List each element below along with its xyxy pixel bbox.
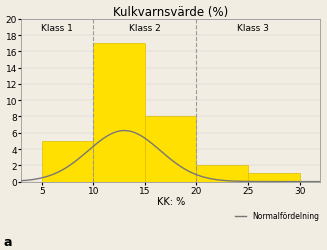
- Bar: [145, 117, 197, 182]
- Title: Kulkvarnsvärde (%): Kulkvarnsvärde (%): [113, 6, 228, 18]
- X-axis label: KK: %: KK: %: [157, 196, 185, 206]
- Bar: [197, 166, 248, 182]
- Legend: Normalfördelning: Normalfördelning: [232, 208, 322, 224]
- Text: Klass 1: Klass 1: [42, 24, 73, 33]
- Bar: [94, 44, 145, 182]
- Text: Klass 3: Klass 3: [237, 24, 269, 33]
- Text: a: a: [3, 235, 12, 248]
- Bar: [248, 174, 300, 182]
- Text: Klass 2: Klass 2: [129, 24, 161, 33]
- Bar: [42, 141, 94, 182]
